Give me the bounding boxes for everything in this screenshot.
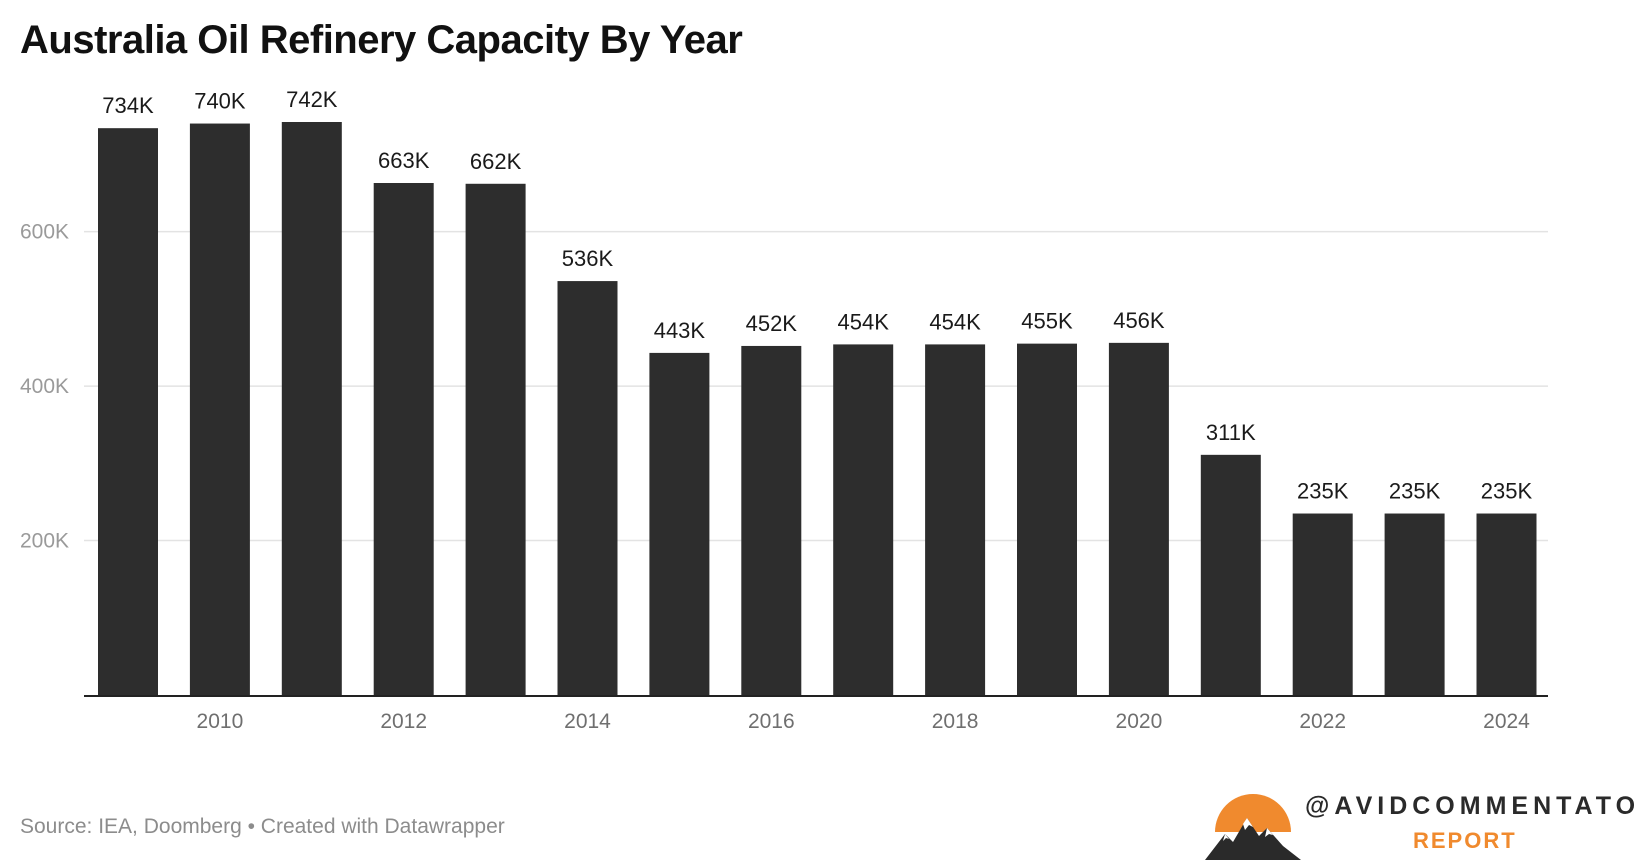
bar-2023[interactable]	[1384, 513, 1445, 695]
bar-2009[interactable]	[98, 128, 158, 695]
bar-2014[interactable]	[557, 281, 618, 695]
value-label: 443K	[654, 318, 706, 343]
x-axis-ticks: 2010 2012 2014 2016 2018 2020 2022 2024	[197, 710, 1531, 733]
logo-subtitle: REPORT	[1413, 828, 1517, 853]
y-tick-label: 200K	[20, 530, 69, 553]
bar-2022[interactable]	[1292, 513, 1353, 695]
value-label: 663K	[378, 148, 430, 173]
x-tick-label: 2014	[564, 710, 611, 733]
value-label: 734K	[102, 93, 154, 118]
value-label: 456K	[1113, 308, 1165, 333]
x-tick-label: 2010	[197, 710, 244, 733]
bar-2019[interactable]	[1017, 343, 1077, 695]
x-tick-label: 2020	[1116, 710, 1163, 733]
y-tick-label: 400K	[20, 375, 69, 398]
value-label: 235K	[1297, 479, 1349, 504]
chart-title: Australia Oil Refinery Capacity By Year	[20, 18, 743, 62]
value-label: 455K	[1021, 309, 1073, 334]
value-label: 452K	[746, 311, 798, 336]
value-label: 454K	[929, 309, 981, 334]
brand-logo[interactable]: @AVIDCOMMENTATOR REPORT	[1195, 788, 1640, 860]
value-label: 235K	[1481, 479, 1533, 504]
bar-chart: 200K 400K 600K 734K 740K 742K 663K 662K 536K 443…	[20, 87, 1548, 733]
bar-2011[interactable]	[281, 122, 342, 695]
y-axis-ticks: 200K 400K 600K	[20, 221, 69, 553]
bar-2012[interactable]	[373, 183, 434, 695]
bar-2020[interactable]	[1108, 342, 1169, 695]
value-label: 662K	[470, 149, 522, 174]
bar-2021[interactable]	[1200, 454, 1261, 695]
x-tick-label: 2012	[380, 710, 427, 733]
x-tick-label: 2018	[932, 710, 979, 733]
logo-handle: @AVIDCOMMENTATOR	[1305, 792, 1640, 820]
mountain-sun-icon	[1205, 794, 1301, 860]
bar-2024[interactable]	[1476, 513, 1537, 695]
x-tick-label: 2022	[1299, 710, 1346, 733]
bar-2010[interactable]	[189, 123, 250, 695]
bar-2013[interactable]	[465, 183, 526, 695]
bar-2015[interactable]	[649, 352, 710, 695]
value-label: 536K	[562, 246, 614, 271]
value-label: 742K	[286, 87, 338, 112]
value-labels: 734K 740K 742K 663K 662K 536K 443K 452K 454K 454K…	[102, 87, 1532, 504]
bar-2017[interactable]	[833, 344, 894, 695]
value-label: 740K	[194, 89, 246, 114]
y-tick-label: 600K	[20, 221, 69, 244]
x-tick-label: 2024	[1483, 710, 1530, 733]
bars	[98, 122, 1537, 695]
bar-2018[interactable]	[925, 344, 986, 695]
source-note: Source: IEA, Doomberg • Created with Dat…	[20, 815, 505, 838]
value-label: 235K	[1389, 479, 1441, 504]
value-label: 311K	[1206, 420, 1256, 445]
value-label: 454K	[838, 309, 890, 334]
x-tick-label: 2016	[748, 710, 795, 733]
bar-2016[interactable]	[741, 345, 802, 695]
